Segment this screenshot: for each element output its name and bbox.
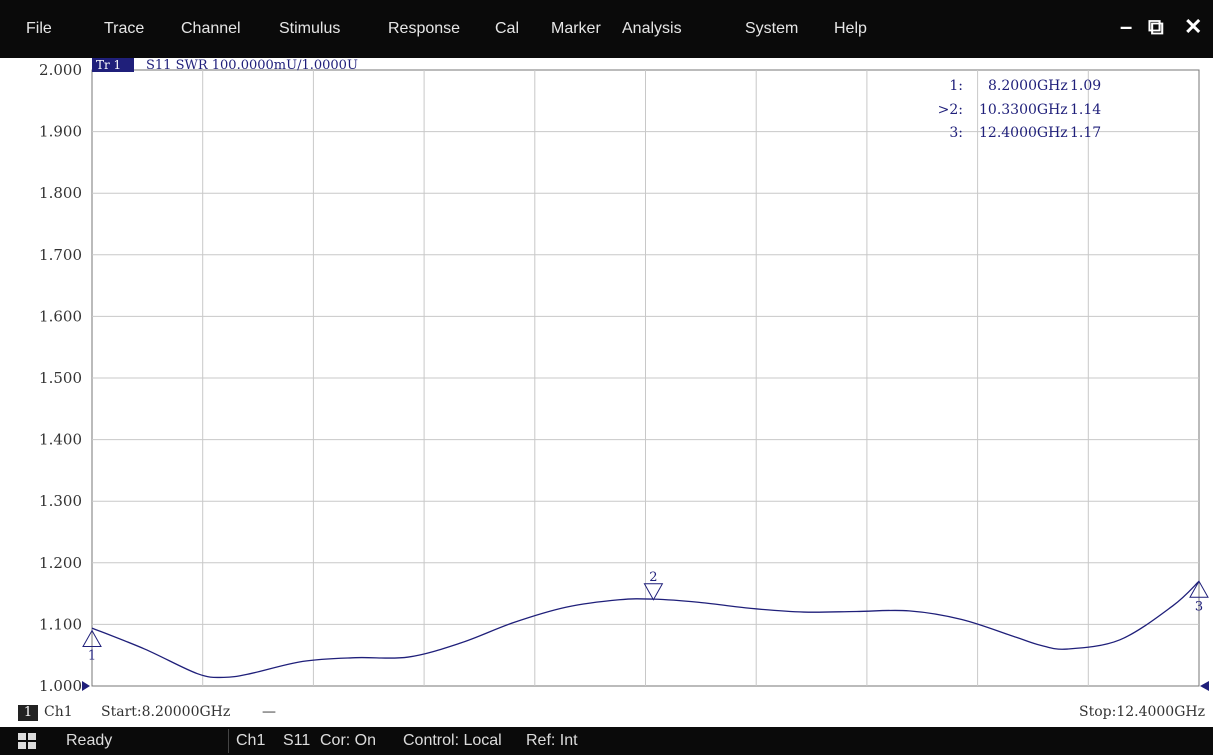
- status-control: Control: Local: [403, 732, 502, 749]
- channel-label: Ch1: [44, 704, 73, 720]
- measurement-display: 2.000 1.900 1.800 1.700 1.600 1.500 1.400 1.300…: [0, 58, 1213, 700]
- status-correction: Cor: On: [320, 732, 377, 749]
- channel-number-badge[interactable]: 1: [18, 705, 38, 721]
- marker-number-label: 3: [1195, 599, 1203, 614]
- footer-dash: —: [262, 704, 276, 720]
- swr-chart: 2.000 1.900 1.800 1.700 1.600 1.500 1.400 1.300…: [39, 58, 1209, 695]
- marker-number-label: 1: [88, 649, 96, 664]
- menu-file[interactable]: File: [26, 20, 52, 37]
- y-tick-label: 1.600: [39, 307, 82, 325]
- marker-2-id: >2:: [938, 102, 963, 118]
- trace-tag[interactable]: Tr 1: [96, 58, 121, 72]
- marker-triangle-icon: [82, 629, 102, 648]
- y-tick-label: 1.100: [39, 615, 82, 633]
- menu-stimulus[interactable]: Stimulus: [279, 20, 341, 37]
- y-tick-label: 1.500: [39, 369, 82, 387]
- menu-analysis[interactable]: Analysis: [622, 20, 682, 37]
- marker-2-freq: 10.3300GHz: [979, 102, 1068, 118]
- marker-2-value: 1.14: [1070, 102, 1101, 118]
- marker-1-id: 1:: [949, 78, 963, 94]
- menu-marker[interactable]: Marker: [551, 20, 601, 37]
- marker-triangle-icon: [643, 583, 664, 601]
- marker-3-id: 3:: [949, 125, 963, 141]
- status-ready: Ready: [66, 732, 113, 749]
- trace-tag-bg: [92, 58, 134, 72]
- y-tick-label: 1.200: [39, 554, 82, 572]
- marker-triangle-icon: [1189, 580, 1209, 598]
- status-channel: Ch1: [236, 732, 266, 749]
- start-frequency[interactable]: Start:8.20000GHz: [101, 704, 231, 720]
- windows-start-icon[interactable]: [18, 733, 36, 749]
- y-tick-label: 1.900: [39, 123, 82, 141]
- marker-number-label: 2: [649, 570, 657, 585]
- status-divider: [228, 729, 229, 753]
- y-tick-label: 1.700: [39, 246, 82, 264]
- menu-trace[interactable]: Trace: [104, 20, 145, 37]
- y-tick-label: 1.000: [39, 677, 82, 695]
- marker-1-value: 1.09: [1070, 78, 1101, 94]
- menu-bar: File Trace Channel Stimulus Response Cal…: [0, 0, 1213, 58]
- menu-cal[interactable]: Cal: [495, 20, 520, 37]
- status-bar: Ready Ch1 S11 Cor: On Control: Local Ref…: [0, 727, 1213, 755]
- status-param: S11: [283, 732, 311, 749]
- y-tick-labels: 2.000 1.900 1.800 1.700 1.600 1.500 1.400 1.300…: [39, 61, 82, 695]
- y-tick-label: 1.800: [39, 184, 82, 202]
- minimize-icon[interactable]: –: [1120, 14, 1133, 39]
- stop-frequency[interactable]: Stop:12.4000GHz: [1079, 704, 1205, 720]
- menu-response[interactable]: Response: [388, 20, 461, 37]
- channel-footer: 1 Ch1 Start:8.20000GHz — Stop:12.4000GHz: [0, 702, 1213, 726]
- chart-grid: [91, 69, 1200, 687]
- close-icon[interactable]: ✕: [1184, 14, 1203, 39]
- marker-3-freq: 12.4000GHz: [979, 125, 1068, 141]
- y-tick-label: 1.300: [39, 492, 82, 510]
- menu-channel[interactable]: Channel: [181, 20, 241, 37]
- status-reference: Ref: Int: [526, 732, 578, 749]
- menu-system[interactable]: System: [745, 20, 799, 37]
- marker-readout: 1: 8.2000GHz 1.09 >2: 10.3300GHz 1.14 3:…: [938, 78, 1102, 141]
- restore-icon[interactable]: ⧉: [1148, 14, 1164, 39]
- y-tick-label: 2.000: [39, 61, 82, 79]
- menu-help[interactable]: Help: [834, 20, 867, 37]
- trace-info: S11 SWR 100.0000mU/1.0000U: [146, 58, 358, 73]
- marker-symbols: 1 2 3: [82, 570, 1209, 664]
- marker-1-freq: 8.2000GHz: [988, 78, 1068, 94]
- stop-arrow-icon: [1200, 681, 1209, 691]
- start-arrow-icon: [82, 681, 90, 691]
- y-tick-label: 1.400: [39, 431, 82, 449]
- marker-3-value: 1.17: [1070, 125, 1101, 141]
